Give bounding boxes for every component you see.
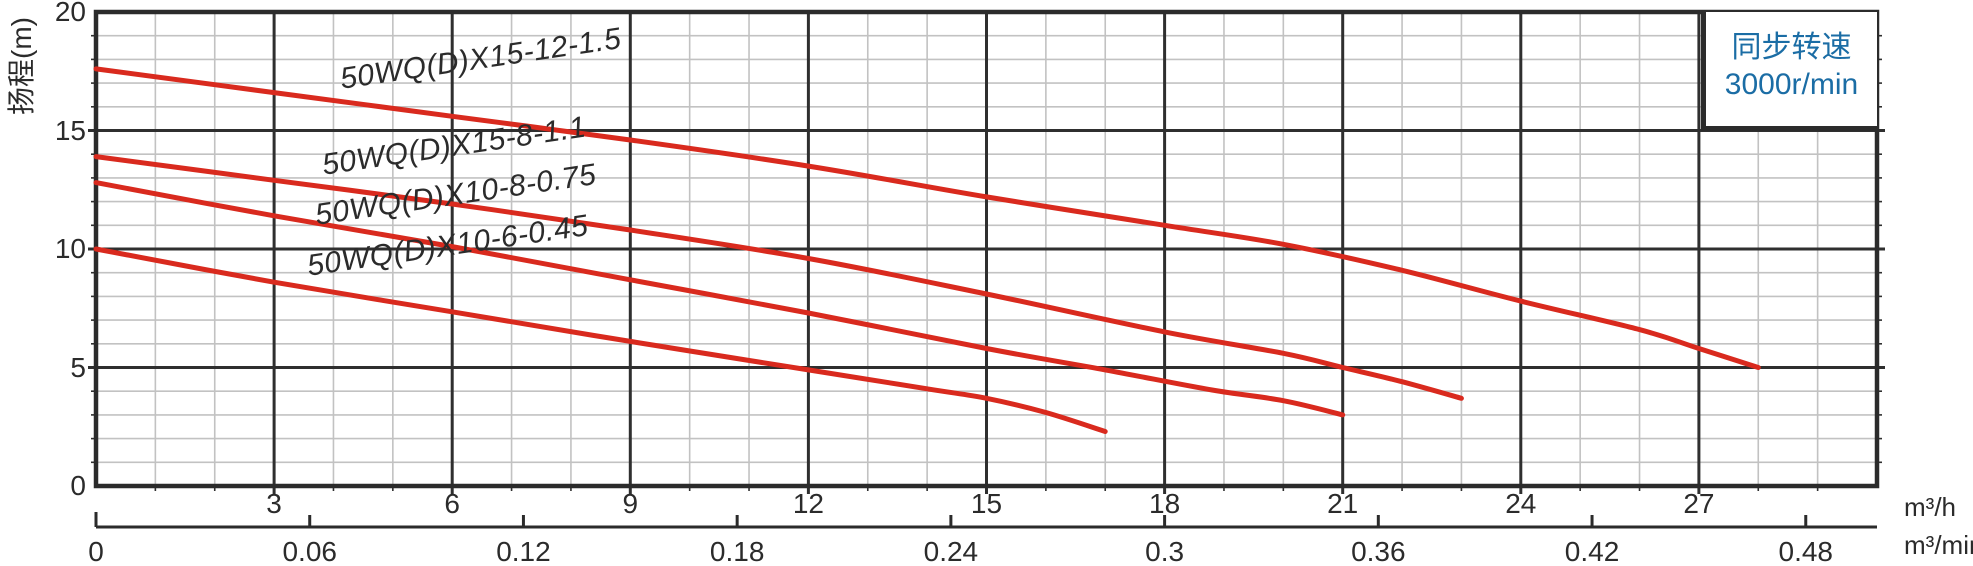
x-tick-label-m3h: 6: [444, 488, 460, 519]
y-tick-label: 15: [54, 114, 86, 146]
sync-speed-legend: 同步转速 3000r/min: [1701, 12, 1877, 131]
x-tick-label-m3h: 9: [622, 488, 639, 519]
x-tick-label-m3min: 0.48: [1778, 536, 1834, 566]
y-tick-label: 0: [70, 470, 86, 501]
legend-line-2: 3000r/min: [1724, 68, 1859, 101]
x-tick-label-m3min: 0.42: [1564, 536, 1620, 566]
y-tick-label: 10: [54, 233, 86, 264]
x-tick-label-m3min: 0: [88, 536, 104, 566]
curve-2: [93, 180, 1346, 418]
x-axis-unit-m3min: m³/min: [1904, 530, 1973, 560]
y-tick-label: 5: [70, 351, 86, 383]
legend-line-1: 同步转速: [1731, 31, 1852, 64]
x-tick-label-m3h: 24: [1505, 488, 1537, 519]
x-tick-label-m3min: 0.12: [496, 536, 551, 566]
curve-3: [93, 246, 1108, 434]
curve-0: [93, 66, 1761, 370]
x-tick-label-m3h: 21: [1327, 488, 1359, 519]
x-tick-label-m3min: 0.3: [1145, 536, 1185, 566]
x-tick-label-m3min: 0.36: [1351, 536, 1406, 566]
x-axis-unit-m3h: m³/h: [1904, 492, 1956, 522]
x-tick-label-m3h: 18: [1149, 488, 1181, 519]
x-tick-label-m3h: 3: [266, 488, 282, 519]
y-tick-label: 20: [54, 0, 86, 27]
curve-1: [93, 154, 1464, 401]
x-tick-label-m3h: 12: [792, 488, 824, 519]
x-tick-label-m3min: 0.18: [709, 536, 765, 566]
x-tick-label-m3h: 15: [970, 488, 1003, 519]
x-tick-label-m3min: 0.24: [923, 536, 979, 566]
x-tick-label-m3min: 0.06: [282, 536, 337, 566]
x-tick-label-m3h: 27: [1683, 488, 1715, 519]
